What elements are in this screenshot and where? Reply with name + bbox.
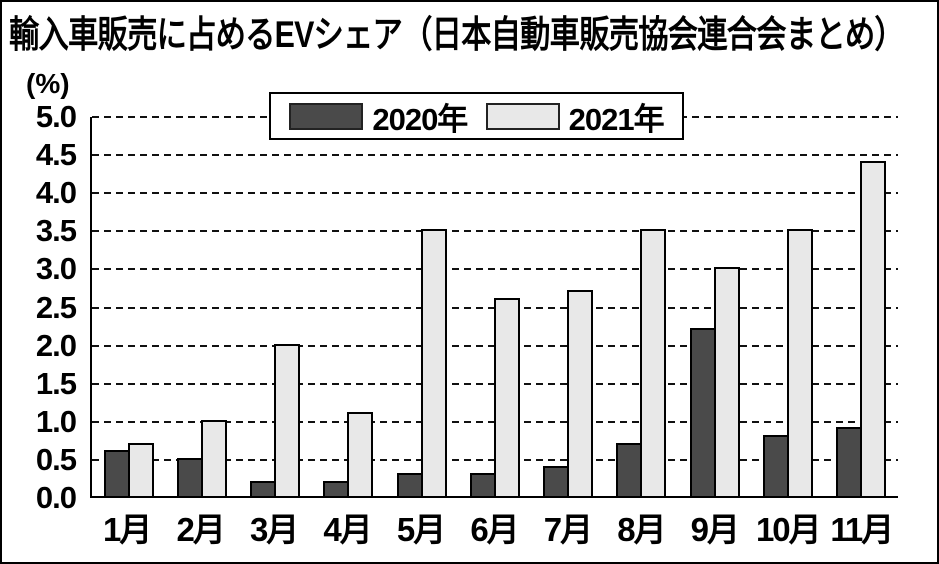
bar-2020年-9月: [689, 328, 716, 496]
bar-group: [751, 117, 824, 496]
bar-group: [605, 117, 678, 496]
bar-2021年-9月: [713, 267, 740, 496]
legend: 2020年 2021年: [269, 92, 684, 140]
gridline: [92, 230, 898, 233]
legend-label-2021: 2021年: [568, 101, 665, 137]
bar-2020年-10月: [763, 435, 790, 496]
bar-2020年-7月: [543, 465, 570, 496]
x-axis-labels: 1月 2月 3月 4月 5月 6月 7月 8月 9月 10月 11月: [90, 503, 898, 551]
bar-2020年-3月: [250, 480, 277, 496]
bar-2021年-10月: [787, 229, 814, 496]
bar-group: [385, 117, 458, 496]
y-tick-label: 2.5: [35, 289, 77, 325]
x-tick-label: 11月: [830, 511, 894, 548]
x-tick-label: 2月: [176, 511, 226, 548]
bar-group: [825, 117, 898, 496]
bar-2021年-6月: [493, 297, 520, 496]
legend-item-2020: 2020年: [289, 94, 468, 139]
bar-2021年-11月: [860, 160, 887, 496]
bar-2021年-2月: [200, 419, 227, 496]
chart-title: 輸入車販売に占めるEVシェア（日本自動車販売協会連合会まとめ）: [9, 14, 905, 55]
y-axis-labels: 5.0 4.5 4.0 3.5 3.0 2.5 2.0 1.5 1.0 0.5 0.0: [2, 100, 80, 515]
x-tick-label: 7月: [543, 511, 593, 548]
bar-2021年-5月: [420, 229, 447, 496]
bar-group: [165, 117, 238, 496]
bar-group: [92, 117, 165, 496]
gridline: [92, 268, 898, 271]
y-tick-label: 1.0: [35, 403, 77, 439]
bar-2020年-4月: [323, 480, 350, 496]
legend-swatch-2020: [289, 102, 364, 130]
y-tick-label: 3.0: [35, 251, 77, 287]
bar-2020年-8月: [616, 442, 643, 496]
x-tick-label: 9月: [690, 511, 740, 548]
legend-label-2020: 2020年: [372, 101, 468, 137]
x-tick-label: 6月: [470, 511, 519, 548]
bar-2020年-2月: [176, 457, 203, 496]
y-tick-label: 4.0: [35, 175, 77, 211]
gridline: [92, 192, 898, 195]
y-tick-label: 4.5: [35, 137, 77, 173]
legend-item-2021: 2021年: [485, 94, 665, 139]
bar-2020年-6月: [469, 473, 496, 496]
y-tick-label: 0.5: [35, 441, 77, 477]
bar-2021年-3月: [274, 343, 301, 496]
bar-2021年-1月: [127, 442, 154, 496]
bar-2020年-11月: [836, 427, 863, 496]
x-tick-label: 5月: [396, 511, 446, 548]
y-tick-label: 2.0: [35, 327, 77, 363]
gridline: [92, 154, 898, 157]
bar-group: [239, 117, 312, 496]
bar-2020年-5月: [396, 473, 423, 496]
y-tick-label: 0.0: [35, 480, 77, 515]
x-tick-label: 3月: [249, 511, 299, 548]
y-axis-unit-label: (%): [26, 68, 70, 99]
bar-2021年-4月: [347, 412, 374, 496]
y-tick-label: 1.5: [35, 365, 77, 401]
y-tick-label: 5.0: [35, 99, 77, 134]
x-tick-label: 10月: [755, 511, 822, 548]
x-tick-label: 8月: [617, 511, 666, 548]
bar-group: [678, 117, 751, 496]
bar-2021年-7月: [567, 290, 594, 496]
y-tick-label: 3.5: [35, 213, 77, 249]
x-tick-label: 4月: [323, 511, 372, 548]
bar-groups: [92, 117, 898, 496]
bar-group: [458, 117, 531, 496]
bar-group: [312, 117, 385, 496]
x-tick-label: 1月: [103, 511, 152, 548]
bar-group: [532, 117, 605, 496]
bar-2020年-1月: [103, 450, 130, 496]
bar-2021年-8月: [640, 229, 667, 496]
plot-area: [90, 116, 898, 498]
legend-swatch-2021: [485, 102, 560, 130]
